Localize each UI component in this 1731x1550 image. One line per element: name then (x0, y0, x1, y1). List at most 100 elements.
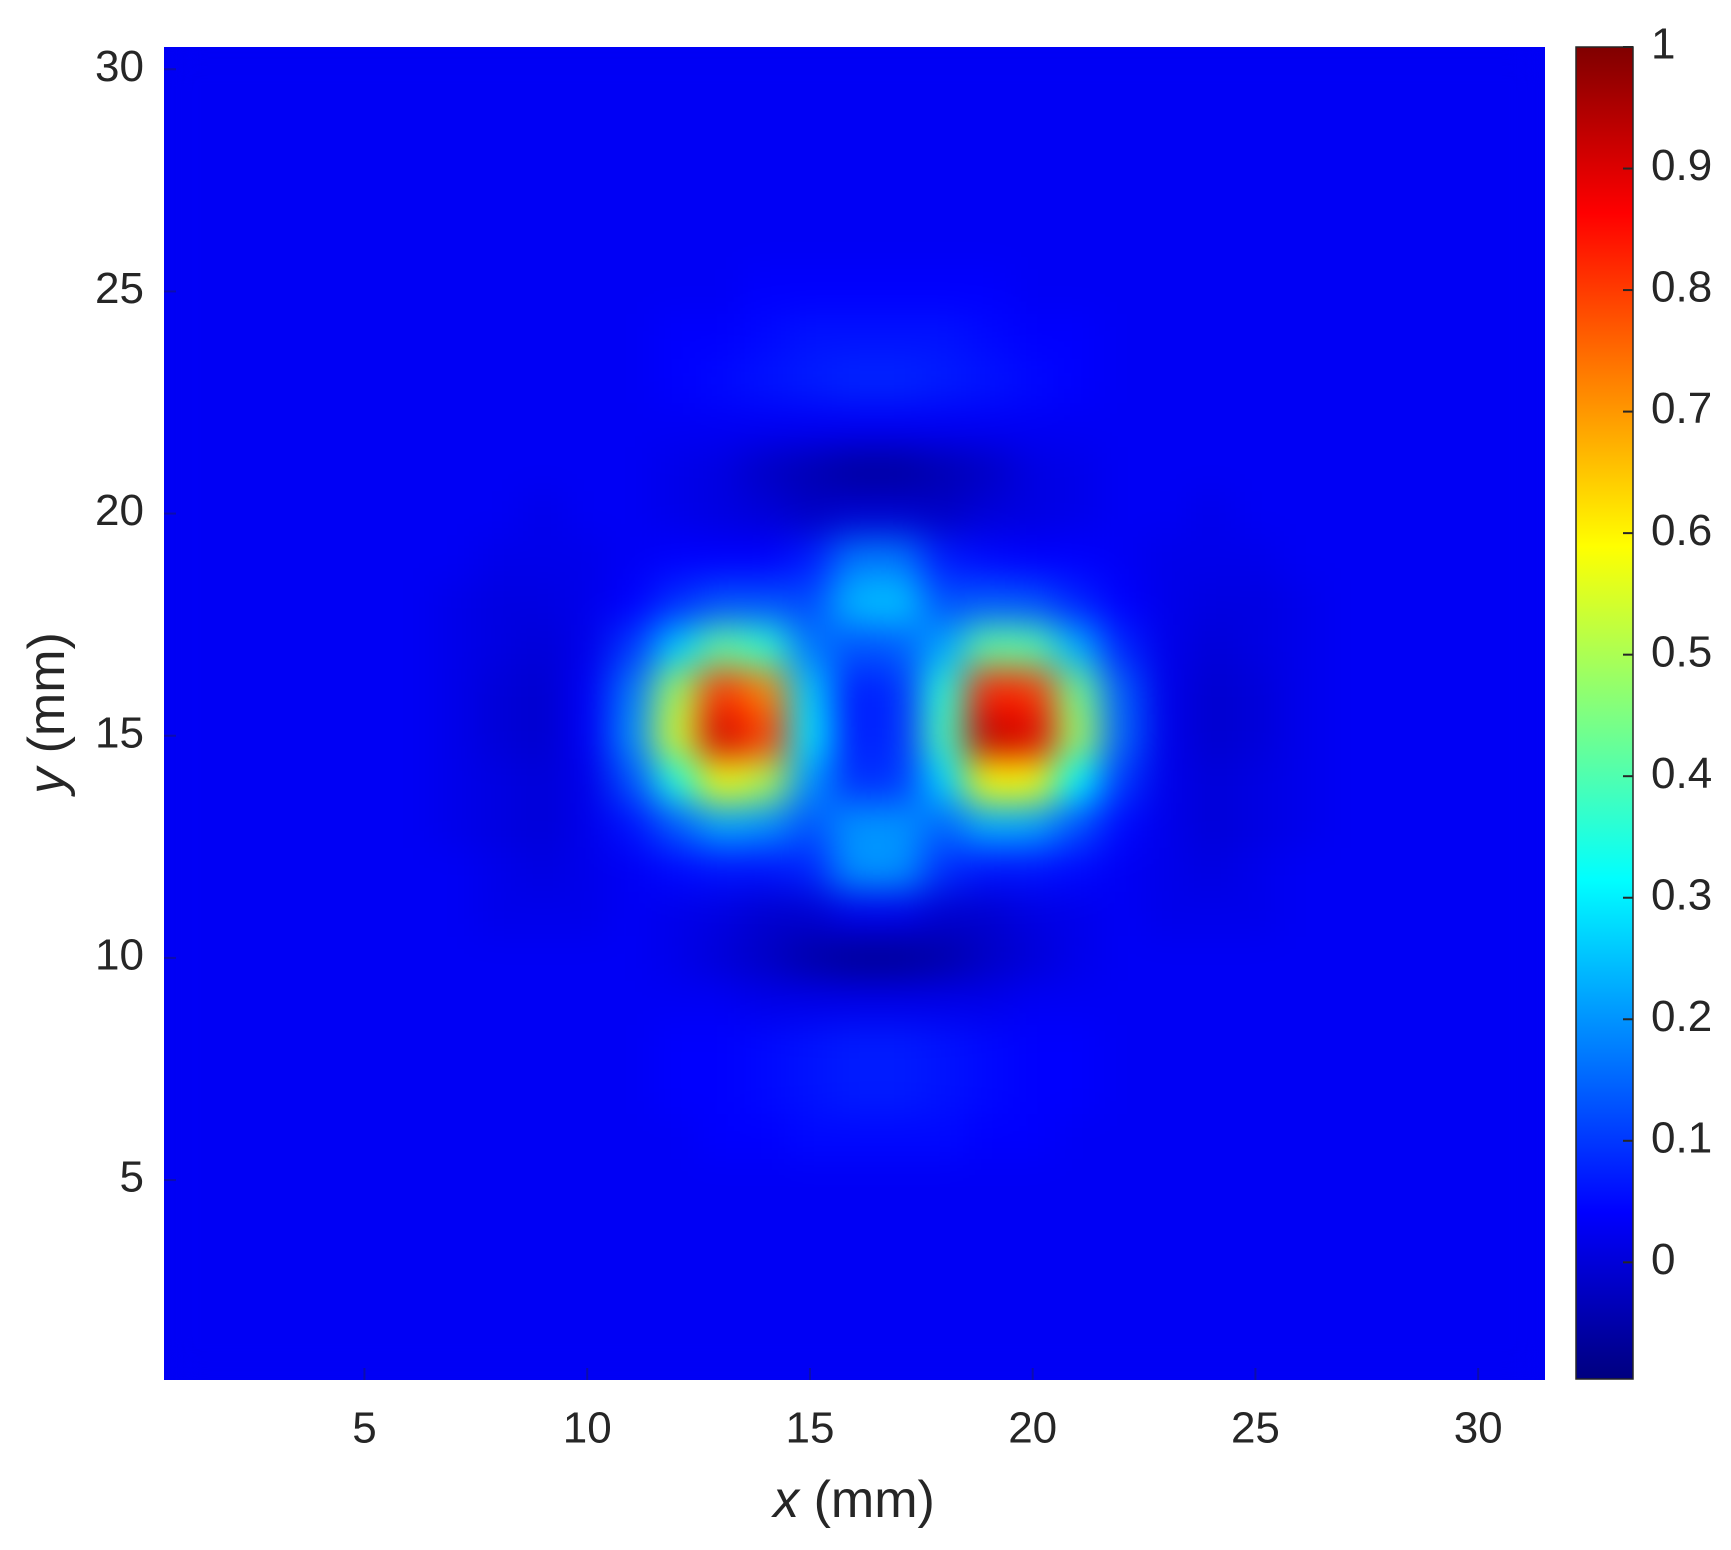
heatmap-cell (1144, 491, 1190, 537)
colorbar-tick-label: 0.1 (1651, 1113, 1712, 1162)
heatmap-cell (1054, 669, 1101, 714)
heatmap-cell (787, 1113, 833, 1159)
heatmap-cell (1233, 846, 1279, 892)
heatmap-cell (609, 1024, 655, 1070)
heatmap-cell (965, 1291, 1011, 1337)
heatmap-cell (564, 224, 610, 270)
heatmap-cell (1099, 1157, 1145, 1203)
heatmap-cell (1366, 535, 1412, 581)
heatmap-cell (208, 669, 254, 714)
x-tick-label: 20 (1008, 1404, 1057, 1453)
heatmap-cell (475, 669, 521, 714)
heatmap-cell (431, 980, 477, 1026)
heatmap-cell (1010, 1157, 1056, 1203)
heatmap-cell (1099, 757, 1145, 803)
heatmap-cell (876, 1291, 922, 1337)
heatmap-cell (1500, 91, 1545, 137)
heatmap-cell (876, 91, 922, 137)
heatmap-cell (1277, 891, 1323, 937)
heatmap-cell (921, 1068, 967, 1114)
heatmap-cell (876, 713, 922, 759)
heatmap-cell (832, 1291, 878, 1337)
heatmap-cell (520, 1157, 566, 1203)
heatmap-cell (1322, 135, 1368, 181)
heatmap-cell (965, 757, 1011, 803)
heatmap-cell (965, 180, 1011, 226)
heatmap-cell (1277, 1246, 1323, 1292)
heatmap-cell (386, 580, 432, 626)
heatmap-cell (1277, 1291, 1323, 1337)
heatmap-cell (1500, 47, 1545, 92)
heatmap-cell (386, 1246, 432, 1292)
heatmap-cell (520, 846, 566, 892)
heatmap-cell (1277, 358, 1323, 403)
heatmap-cell (342, 180, 388, 226)
heatmap-cell (164, 91, 210, 137)
heatmap-cell (342, 1113, 388, 1159)
heatmap-cell (1233, 669, 1279, 714)
heatmap-cell (1322, 313, 1368, 359)
heatmap-cell (698, 47, 744, 92)
heatmap-cell (1144, 580, 1190, 626)
heatmap-cell (1366, 358, 1412, 403)
heatmap-cell (743, 1202, 789, 1248)
heatmap-cell (1455, 846, 1501, 892)
heatmap-cell (1010, 402, 1056, 448)
heatmap-cell (1366, 1291, 1412, 1337)
heatmap-cell (1144, 980, 1190, 1026)
heatmap-cell (1054, 402, 1101, 448)
heatmap-cell (297, 1291, 343, 1337)
heatmap-cell (1144, 1246, 1190, 1292)
heatmap-cell (1500, 135, 1545, 181)
heatmap-cell (876, 180, 922, 226)
heatmap-cell (921, 980, 967, 1026)
heatmap-cell (253, 402, 299, 448)
heatmap-cell (1144, 535, 1190, 581)
heatmap-cell (921, 757, 967, 803)
heatmap-cell (564, 624, 610, 670)
heatmap-cell (1411, 224, 1457, 270)
heatmap-cell (1277, 846, 1323, 892)
heatmap-cell (876, 1202, 922, 1248)
heatmap-cell (253, 935, 299, 981)
heatmap-cell (1054, 1113, 1101, 1159)
heatmap-cell (164, 624, 210, 670)
heatmap-cell (965, 980, 1011, 1026)
heatmap-cell (698, 1068, 744, 1114)
heatmap-cell (1188, 669, 1234, 714)
heatmap-cell (1188, 1157, 1234, 1203)
heatmap-cell (1010, 224, 1056, 270)
heatmap-cell (1144, 135, 1190, 181)
heatmap-cell (1188, 580, 1234, 626)
heatmap-cell (520, 935, 566, 981)
heatmap-cell (253, 1335, 299, 1380)
heatmap-cell (297, 1068, 343, 1114)
heatmap-cell (654, 135, 700, 181)
heatmap-cell (520, 1113, 566, 1159)
heatmap-cell (297, 269, 343, 315)
heatmap-cell (520, 580, 566, 626)
heatmap-cell (743, 91, 789, 137)
heatmap-cell (876, 935, 922, 981)
heatmap-cell (1366, 580, 1412, 626)
heatmap-cell (965, 846, 1011, 892)
heatmap-cell (297, 313, 343, 359)
heatmap-cell (1144, 1291, 1190, 1337)
heatmap-cell (1322, 713, 1368, 759)
heatmap-cell (1099, 802, 1145, 848)
heatmap-cell (1500, 1291, 1545, 1337)
heatmap-cell (1144, 180, 1190, 226)
heatmap-cell (698, 757, 744, 803)
heatmap-cell (208, 47, 254, 92)
heatmap-cell (1099, 446, 1145, 492)
heatmap-cell (876, 446, 922, 492)
heatmap-cell (564, 491, 610, 537)
heatmap-cell (787, 980, 833, 1026)
heatmap-cell (208, 1068, 254, 1114)
heatmap-cell (787, 358, 833, 403)
heatmap-cell (1411, 669, 1457, 714)
colorbar-tick-label: 0.5 (1651, 627, 1712, 676)
heatmap-cell (921, 402, 967, 448)
heatmap-cell (1054, 757, 1101, 803)
colorbar (1575, 46, 1634, 1380)
